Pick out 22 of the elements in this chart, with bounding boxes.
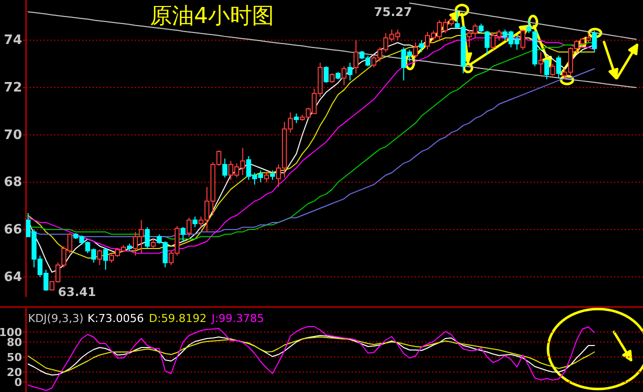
y-tick-label: 50: [6, 351, 22, 364]
y-tick-label: 70: [4, 128, 22, 143]
text: K:73.0056: [88, 312, 144, 325]
y-tick-label: 72: [4, 80, 22, 96]
series-label: D:59.8192: [148, 312, 207, 325]
candlestick: [353, 40, 358, 74]
candlestick: [538, 52, 544, 74]
annotation: 63.41: [58, 285, 96, 299]
chart-title: 原油4小时图: [150, 4, 274, 29]
y-tick-label: 80: [6, 336, 22, 349]
candlestick: [348, 62, 352, 81]
y-tick-label: 68: [4, 175, 22, 190]
series-label: J:99.3785: [210, 312, 264, 325]
annotation: 75.27: [374, 5, 412, 19]
y-tick-label: 20: [6, 366, 22, 379]
y-tick-label: 64: [4, 270, 22, 285]
chart-title: KDJ(9,3,3): [28, 312, 84, 325]
y-tick-label: 74: [4, 33, 22, 48]
y-tick-label: 100: [0, 326, 22, 339]
line-series: [28, 326, 595, 391]
y-tick-label: 66: [4, 222, 22, 238]
y-tick-label: 0: [14, 376, 22, 389]
